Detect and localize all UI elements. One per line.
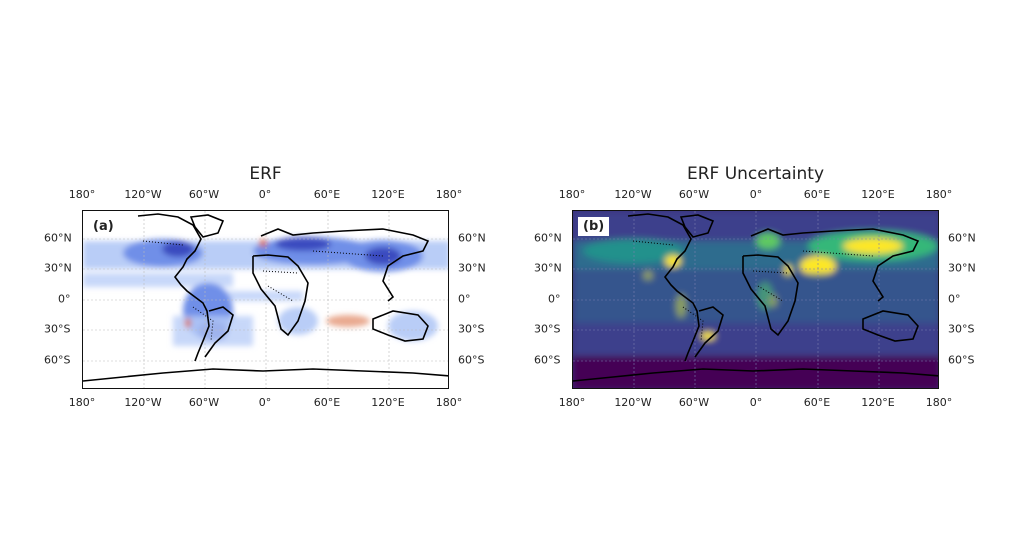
x-tick: 60°E: [313, 188, 341, 201]
x-tick: 60°W: [188, 188, 220, 201]
y-tick: 30°S: [534, 322, 561, 336]
x-tick: 180°: [925, 188, 953, 201]
y-tick: 30°N: [458, 261, 486, 275]
x-tick: 180°: [925, 396, 953, 409]
erf-uncertainty-plot: [573, 211, 938, 388]
y-tick: 60°N: [534, 231, 562, 245]
y-tick: 30°S: [44, 322, 71, 336]
y-tick: 60°S: [458, 353, 485, 367]
x-tick: 120°E: [371, 188, 405, 201]
x-tick: 180°: [435, 396, 463, 409]
x-tick: 0°: [749, 396, 763, 409]
borders: [632, 240, 874, 342]
x-tick: 120°W: [124, 188, 162, 201]
x-tick: 60°E: [313, 396, 341, 409]
x-tick: 0°: [749, 188, 763, 201]
y-tick: 60°N: [44, 231, 72, 245]
y-tick: 30°N: [534, 261, 562, 275]
x-tick: 180°: [435, 188, 463, 201]
erf-uncertainty-map: (b): [572, 210, 939, 389]
coastlines: [83, 213, 448, 382]
erf-map-plot: [83, 211, 448, 388]
panel-b-label: (b): [578, 217, 610, 236]
y-tick: 30°N: [948, 261, 976, 275]
gridlines: [83, 211, 448, 388]
x-tick: 120°E: [861, 188, 895, 201]
y-tick: 0°: [948, 292, 961, 306]
x-tick: 180°: [68, 188, 96, 201]
x-tick: 0°: [258, 396, 272, 409]
y-tick: 30°S: [948, 322, 975, 336]
panel-a-label: (a): [88, 217, 119, 236]
borders: [142, 240, 384, 342]
x-tick: 60°E: [803, 396, 831, 409]
x-tick: 120°E: [371, 396, 405, 409]
y-tick: 0°: [458, 292, 471, 306]
x-tick: 120°E: [861, 396, 895, 409]
y-tick: 60°S: [534, 353, 561, 367]
x-tick: 180°: [558, 396, 586, 409]
x-tick: 180°: [558, 188, 586, 201]
x-tick: 120°W: [614, 188, 652, 201]
x-tick: 60°W: [188, 396, 220, 409]
y-tick: 60°N: [948, 231, 976, 245]
y-tick: 30°N: [44, 261, 72, 275]
x-tick: 180°: [68, 396, 96, 409]
x-tick: 120°W: [614, 396, 652, 409]
y-tick: 60°S: [948, 353, 975, 367]
y-tick: 60°N: [458, 231, 486, 245]
x-tick: 60°W: [678, 396, 710, 409]
x-tick: 0°: [258, 188, 272, 201]
y-tick: 0°: [548, 292, 561, 306]
x-tick: 60°E: [803, 188, 831, 201]
y-tick: 30°S: [458, 322, 485, 336]
y-tick: 60°S: [44, 353, 71, 367]
erf-map: (a): [82, 210, 449, 389]
x-tick: 60°W: [678, 188, 710, 201]
y-tick: 0°: [58, 292, 71, 306]
coastlines: [573, 213, 938, 382]
panel-a-title: ERF: [249, 164, 282, 184]
x-tick: 120°W: [124, 396, 162, 409]
panel-b-title: ERF Uncertainty: [686, 164, 825, 184]
